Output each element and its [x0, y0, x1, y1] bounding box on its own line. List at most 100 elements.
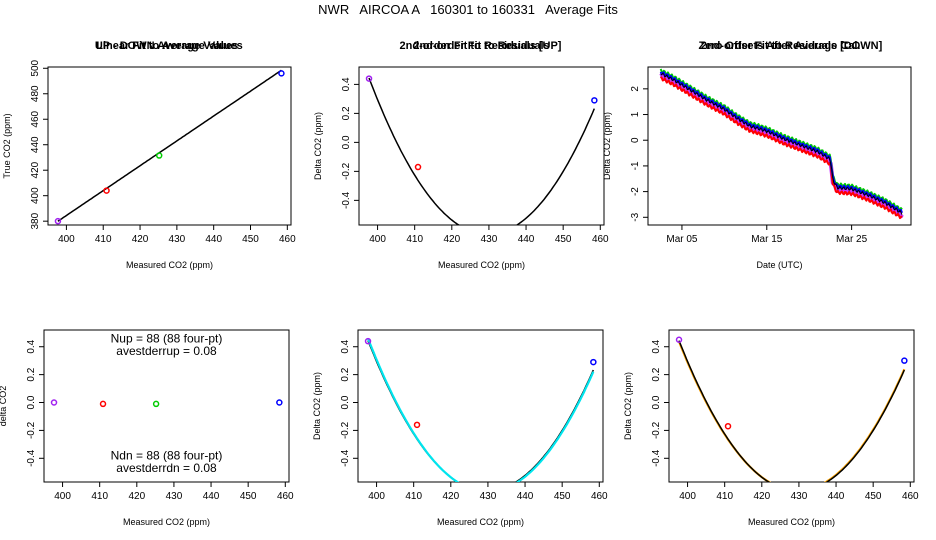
y-tick-label: 0.4 [341, 77, 352, 91]
x-tick-label: 430 [481, 234, 498, 245]
x-tick-label: Mar 15 [751, 234, 783, 245]
y-tick-label: -0.2 [26, 421, 37, 439]
x-tick-label: 400 [369, 234, 386, 245]
x-tick-label: 400 [58, 234, 75, 245]
panel-1: Linear Fit to Average Values Measured CO2… [2, 40, 296, 270]
x-tick-label: 420 [132, 234, 149, 245]
panel-title: 2nd-order Fit to Residuals [UP] [400, 40, 562, 52]
data-point-purple [675, 336, 683, 344]
x-tick-label: 430 [169, 234, 186, 245]
series-line-magenta [659, 73, 904, 219]
x-tick-label: Mar 05 [666, 234, 698, 245]
y-tick-label: 0.4 [26, 339, 37, 353]
y-tick-label: 0.2 [341, 106, 352, 120]
x-tick-label: 430 [166, 491, 183, 502]
x-tick-label: 410 [91, 491, 108, 502]
y-tick-label: -0.4 [340, 449, 351, 467]
x-tick-label: 420 [753, 491, 770, 502]
y-tick-label: -2 [630, 187, 641, 196]
data-point-red [413, 421, 421, 429]
x-tick-label: 440 [828, 491, 845, 502]
page-title: NWR AIRCOA A 160301 to 160331 Average Fi… [318, 2, 618, 17]
y-axis-label: Delta CO2 (ppm) [313, 112, 323, 180]
y-tick-label: -3 [630, 212, 641, 221]
y-tick-label: 0.2 [340, 367, 351, 381]
x-axis-label: Measured CO2 (ppm) [126, 260, 213, 270]
plot-frame [668, 329, 915, 483]
data-point-red [103, 187, 110, 194]
x-tick-label: 420 [443, 234, 460, 245]
y-tick-label: 400 [30, 187, 41, 204]
annotation: avestderrdn = 0.08 [116, 461, 217, 475]
data-point-purple [365, 75, 373, 82]
y-tick-label: 460 [30, 110, 41, 127]
y-axis-label: Delta CO2 (ppm) [623, 372, 633, 440]
data-point-red [724, 422, 732, 430]
y-axis-label: Delta CO2 (ppm) [602, 112, 612, 180]
data-point-blue [590, 358, 597, 366]
data-point-blue [591, 97, 598, 104]
panel-title: UP - DOWN Average Values [95, 40, 238, 52]
y-axis-label: delta CO2 [0, 386, 8, 427]
fit-line-black [678, 340, 905, 482]
x-tick-label: 440 [517, 491, 534, 502]
data-point-red [414, 163, 422, 171]
data-layer [364, 337, 597, 482]
annotation: Nup = 88 (88 four-pt) [111, 331, 223, 345]
data-point-blue [276, 399, 283, 406]
y-tick-label: 0.0 [341, 135, 352, 149]
data-point-purple [364, 337, 372, 345]
fit-line-black [367, 340, 594, 482]
y-tick-label: 0.0 [651, 395, 662, 409]
y-tick-label: 1 [630, 111, 641, 117]
y-tick-label: 0.0 [26, 395, 37, 409]
panel-title: 2nd-order Fit to Residuals [DOWN] [701, 40, 883, 52]
y-tick-label: -0.2 [340, 421, 351, 439]
x-tick-label: 410 [406, 234, 423, 245]
x-tick-label: 410 [405, 491, 422, 502]
x-tick-label: 410 [95, 234, 112, 245]
x-axis-label: Measured CO2 (ppm) [438, 260, 525, 270]
y-tick-label: 500 [30, 59, 41, 76]
fit-line-black [57, 69, 282, 222]
panel-5: 2nd-order Fit to Residuals [UP] Measured … [312, 40, 608, 527]
x-tick-label: 460 [279, 234, 296, 245]
y-tick-label: -0.2 [341, 162, 352, 180]
x-axis-label: Measured CO2 (ppm) [123, 517, 210, 527]
y-tick-label: 380 [30, 212, 41, 229]
y-tick-label: 0.2 [26, 367, 37, 381]
data-layer [675, 336, 908, 482]
x-tick-label: 450 [865, 491, 882, 502]
y-tick-label: 0.4 [651, 339, 662, 353]
fit-line-orange [677, 341, 906, 482]
data-layer [659, 68, 904, 220]
annotation: avestderrup = 0.08 [116, 344, 217, 358]
x-tick-label: 440 [203, 491, 220, 502]
data-point-green [155, 152, 163, 159]
data-point-blue [901, 357, 908, 364]
data-point-red [99, 400, 107, 408]
y-tick-label: 440 [30, 136, 41, 153]
x-axis-label: Measured CO2 (ppm) [748, 517, 835, 527]
panel-title: Zero Offsets After Average Cal. [699, 40, 861, 52]
x-tick-label: 460 [902, 491, 919, 502]
y-tick-label: -0.4 [651, 449, 662, 467]
y-tick-label: -1 [630, 161, 641, 170]
x-tick-label: 450 [554, 491, 571, 502]
panel-2: 2nd-order Fit to Residuals Measured CO2 (… [313, 40, 609, 270]
y-tick-label: 480 [30, 85, 41, 102]
y-axis-label: True CO2 (ppm) [2, 113, 12, 178]
y-tick-label: 0 [630, 137, 641, 143]
data-point-green [152, 400, 160, 408]
x-tick-label: 400 [679, 491, 696, 502]
y-tick-label: -0.2 [651, 421, 662, 439]
x-tick-label: 430 [480, 491, 497, 502]
y-tick-label: 420 [30, 161, 41, 178]
fit-line-black [368, 77, 595, 225]
data-layer [365, 75, 598, 225]
x-tick-label: 450 [242, 234, 259, 245]
plot-frame [43, 329, 290, 483]
x-axis-label: Date (UTC) [756, 260, 802, 270]
x-tick-label: 400 [368, 491, 385, 502]
